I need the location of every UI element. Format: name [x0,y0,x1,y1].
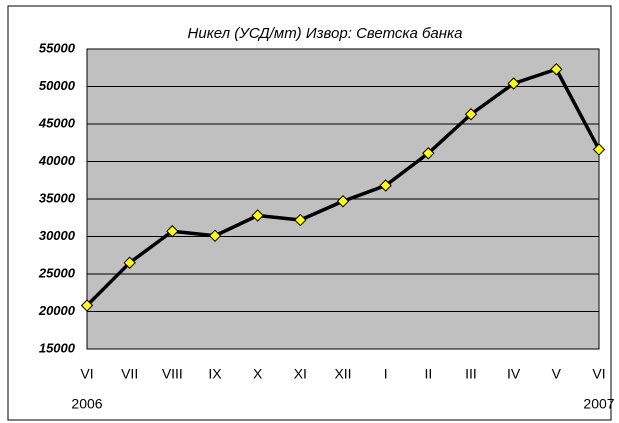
x-tick-label: X [253,366,263,382]
year-label: 2006 [71,396,102,412]
data-point [80,299,94,312]
x-tick-label: III [465,366,477,382]
x-tick-label: II [424,366,432,382]
x-tick-label: IV [507,366,521,382]
data-point [166,225,179,238]
data-point [422,147,435,160]
data-point [251,209,264,222]
x-tick-label: IX [208,366,222,382]
x-tick-label: VI [592,366,605,382]
chart-title: Никел (УСД/мт) Извор: Светска банка [188,25,463,42]
data-point [550,63,563,76]
x-tick-label: VIII [162,366,183,382]
data-point [336,195,350,208]
y-tick-label: 45000 [38,115,76,130]
data-point [208,229,222,242]
x-tick-label: V [552,366,562,382]
y-tick-label: 35000 [39,190,76,205]
data-point [123,256,136,269]
y-tick-label: 30000 [39,228,76,243]
y-tick-label: 25000 [38,265,76,280]
x-tick-label: XII [334,366,351,382]
y-tick-label: 55000 [39,40,76,55]
x-tick-label: VI [80,366,93,382]
x-tick-label: I [384,366,388,382]
y-tick-label: 40000 [38,153,76,168]
chart-frame [7,5,612,421]
data-point [379,179,392,192]
y-tick-label: 20000 [38,303,76,318]
x-tick-label: XI [294,366,307,382]
data-point [507,77,520,90]
x-tick-label: VII [121,366,138,382]
y-tick-label: 15000 [39,340,76,355]
data-point [592,143,606,156]
y-tick-label: 50000 [39,78,76,93]
data-point [464,108,478,121]
data-point [294,213,307,227]
year-label: 2007 [583,396,614,412]
